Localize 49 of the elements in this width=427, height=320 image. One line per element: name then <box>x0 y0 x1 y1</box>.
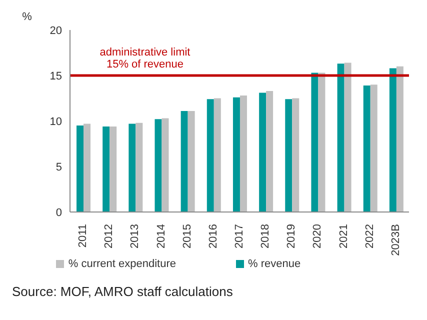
bar <box>232 97 240 212</box>
bar <box>180 110 188 212</box>
source-note: Source: MOF, AMRO staff calculations <box>12 284 234 299</box>
bar <box>206 99 214 212</box>
x-tick-label: 2023B <box>390 224 402 256</box>
bar <box>214 98 221 212</box>
x-tick-label: 2020 <box>312 224 324 248</box>
x-tick-label: 2015 <box>181 224 194 248</box>
legend-label: % current expenditure <box>68 258 176 270</box>
bar <box>162 118 169 212</box>
bar <box>292 98 300 212</box>
bar <box>318 72 326 212</box>
x-tick-label: 2019 <box>286 224 298 248</box>
bar <box>84 124 91 212</box>
bar <box>128 124 136 212</box>
bar <box>188 110 195 212</box>
x-tick-label: 2014 <box>155 224 168 248</box>
x-tick-label: 2011 <box>77 224 90 248</box>
y-tick-label: 15 <box>50 70 62 82</box>
bar <box>311 72 318 212</box>
bar <box>337 64 344 212</box>
y-tick-label: 5 <box>56 161 62 174</box>
bar <box>363 86 370 212</box>
legend-label: % revenue <box>248 258 301 270</box>
y-tick-label: 0 <box>56 206 62 219</box>
bar <box>344 62 352 212</box>
y-tick-label: 10 <box>50 116 62 128</box>
x-tick-label: 2012 <box>103 224 116 248</box>
x-tick-label: 2016 <box>207 224 220 248</box>
x-tick-label: 2021 <box>338 224 350 248</box>
x-tick-label: 2022 <box>364 224 376 248</box>
bar <box>285 99 292 212</box>
bar <box>102 126 110 212</box>
bar <box>154 119 162 212</box>
y-axis-title: % <box>22 11 32 23</box>
y-tick-label: 20 <box>50 24 62 37</box>
ref-line-label: administrative limit 15% of revenue <box>100 46 190 70</box>
bar <box>76 126 84 212</box>
bar <box>266 90 274 212</box>
x-tick-label: 2013 <box>129 224 142 248</box>
x-tick-label: 2018 <box>260 224 272 248</box>
bar <box>396 66 404 212</box>
bar <box>110 126 117 212</box>
x-tick-label: 2017 <box>234 224 246 248</box>
bar <box>259 92 266 212</box>
bar <box>389 68 396 212</box>
bar <box>136 122 143 212</box>
bar <box>370 84 378 212</box>
bar <box>240 96 247 212</box>
